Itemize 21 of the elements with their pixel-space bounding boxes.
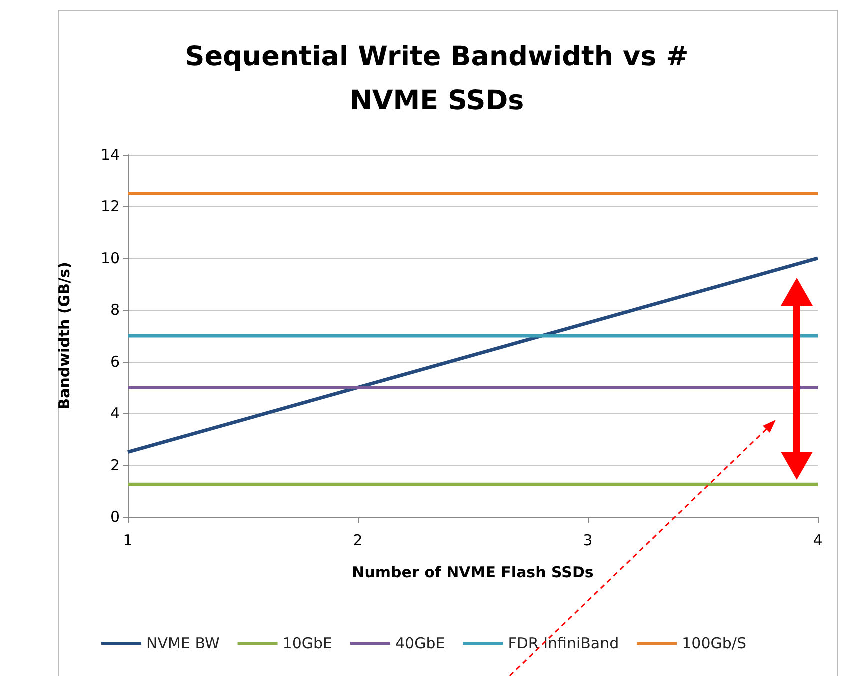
y-tick-label: 4 xyxy=(110,404,120,423)
x-axis-title: Number of NVME Flash SSDs xyxy=(352,564,594,582)
legend-label: 40GbE xyxy=(395,634,446,652)
y-tick-label: 2 xyxy=(110,456,120,474)
legend-label: NVME BW xyxy=(146,634,220,652)
chart-title: Sequential Write Bandwidth vs # NVME SSDs xyxy=(185,42,689,116)
y-tick-label: 14 xyxy=(100,146,120,164)
x-tick-label: 1 xyxy=(123,532,133,550)
y-tick-label: 0 xyxy=(110,508,120,526)
line-series xyxy=(126,256,820,454)
legend-label: 10GbE xyxy=(282,634,332,652)
y-tick-label: 12 xyxy=(100,198,120,216)
y-tick-label: 10 xyxy=(100,249,120,268)
legend-label: FDR InfiniBand xyxy=(508,634,620,652)
y-axis-title: Bandwidth (GB/s) xyxy=(56,262,74,410)
y-tick-label: 8 xyxy=(110,301,120,320)
x-tick-label: 4 xyxy=(813,532,823,550)
x-tick-label: 2 xyxy=(353,532,363,550)
y-tick-label: 6 xyxy=(110,352,120,371)
x-tick-label: 3 xyxy=(583,532,593,550)
legend-label: 100Gb/S xyxy=(682,634,746,652)
